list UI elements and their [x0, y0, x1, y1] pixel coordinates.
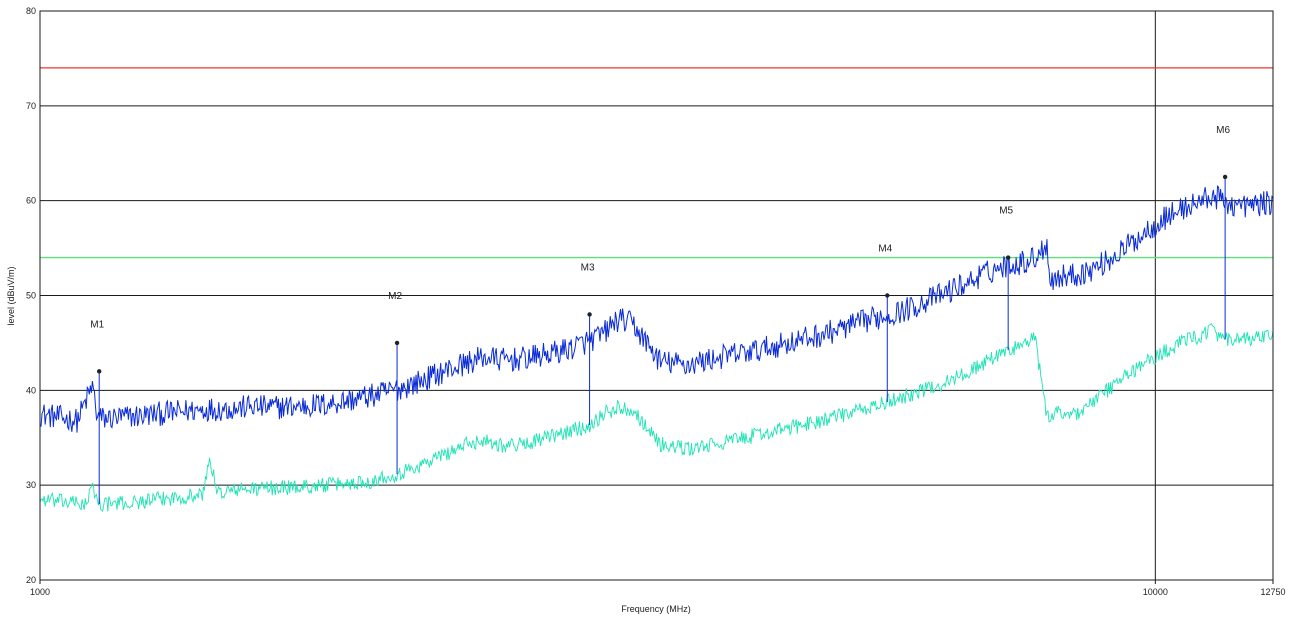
- marker-dot: [587, 312, 592, 317]
- marker-dot: [1005, 255, 1011, 260]
- series-line: [39, 322, 1274, 513]
- y-tick-label: 30: [26, 480, 36, 490]
- plot-frame: [39, 10, 1274, 581]
- x-tick-label: 12750: [1260, 587, 1285, 597]
- markers: M1 M2 M3 M4 M5 M6: [90, 125, 1230, 505]
- axes: 20 30 40 50 60 70 80 1000 10000 12750: [26, 6, 1286, 597]
- marker-dot: [96, 369, 102, 374]
- marker-label: M5: [999, 206, 1013, 217]
- marker-dot: [1222, 174, 1228, 180]
- x-tick-label: 1000: [30, 587, 50, 597]
- marker-dot: [394, 340, 400, 346]
- marker-dot: [885, 293, 890, 298]
- limit-lines: [40, 67, 1273, 259]
- y-axis-label: level (dBuV/m): [6, 266, 16, 325]
- y-tick-label: 70: [26, 101, 36, 111]
- marker-label: M6: [1216, 125, 1230, 136]
- series-line: [39, 185, 1274, 433]
- marker-label: M1: [90, 319, 104, 330]
- y-tick-label: 50: [26, 291, 36, 301]
- marker-label: M3: [581, 262, 595, 273]
- marker-label: M4: [878, 244, 892, 255]
- marker-label: M2: [388, 291, 402, 302]
- y-tick-label: 80: [26, 6, 36, 16]
- y-tick-label: 40: [26, 385, 36, 395]
- y-tick-label: 60: [26, 196, 36, 206]
- x-axis-label: Frequency (MHz): [621, 604, 691, 614]
- series-layer: [39, 185, 1274, 513]
- y-tick-label: 20: [26, 575, 36, 585]
- x-tick-label: 10000: [1143, 587, 1168, 597]
